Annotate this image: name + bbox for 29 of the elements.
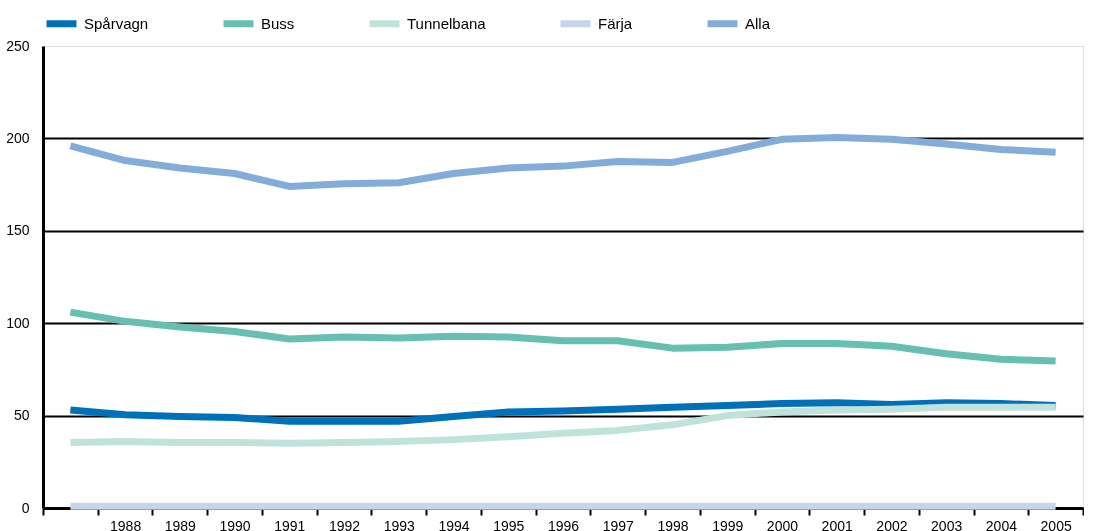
y-tick-label: 0 xyxy=(21,499,30,516)
y-tick-label: 250 xyxy=(6,37,30,54)
x-tick-label: 1994 xyxy=(438,517,470,531)
x-tick-label: 2001 xyxy=(821,517,853,531)
x-tick-label: 1990 xyxy=(219,517,251,531)
x-tick-label: 1991 xyxy=(274,517,306,531)
y-tick-label: 150 xyxy=(6,222,30,239)
x-tick-label: 1989 xyxy=(164,517,197,531)
x-tick-label: 2004 xyxy=(985,517,1018,531)
y-tick-label: 100 xyxy=(6,314,30,331)
x-tick-label: 1998 xyxy=(657,517,689,531)
y-tick-label: 50 xyxy=(13,407,30,424)
legend-label: Alla xyxy=(745,14,771,32)
legend-label: Buss xyxy=(261,14,295,32)
y-tick-label: 200 xyxy=(6,129,30,146)
legend-label: Tunnelbana xyxy=(407,14,487,32)
x-tick-label: 1996 xyxy=(547,517,580,531)
x-tick-label: 2002 xyxy=(876,517,908,531)
x-tick-label: 2005 xyxy=(1040,517,1072,531)
legend-label: Färja xyxy=(598,14,633,32)
x-tick-label: 2000 xyxy=(766,517,799,531)
x-tick-label: 1997 xyxy=(602,517,635,531)
x-tick-label: 2003 xyxy=(931,517,963,531)
x-tick-label: 1993 xyxy=(383,517,416,531)
legend-label: Spårvagn xyxy=(84,14,149,32)
x-tick-label: 1992 xyxy=(328,517,361,531)
x-tick-label: 1999 xyxy=(712,517,744,531)
x-tick-label: 1995 xyxy=(493,517,525,531)
x-tick-label: 1988 xyxy=(110,517,142,531)
